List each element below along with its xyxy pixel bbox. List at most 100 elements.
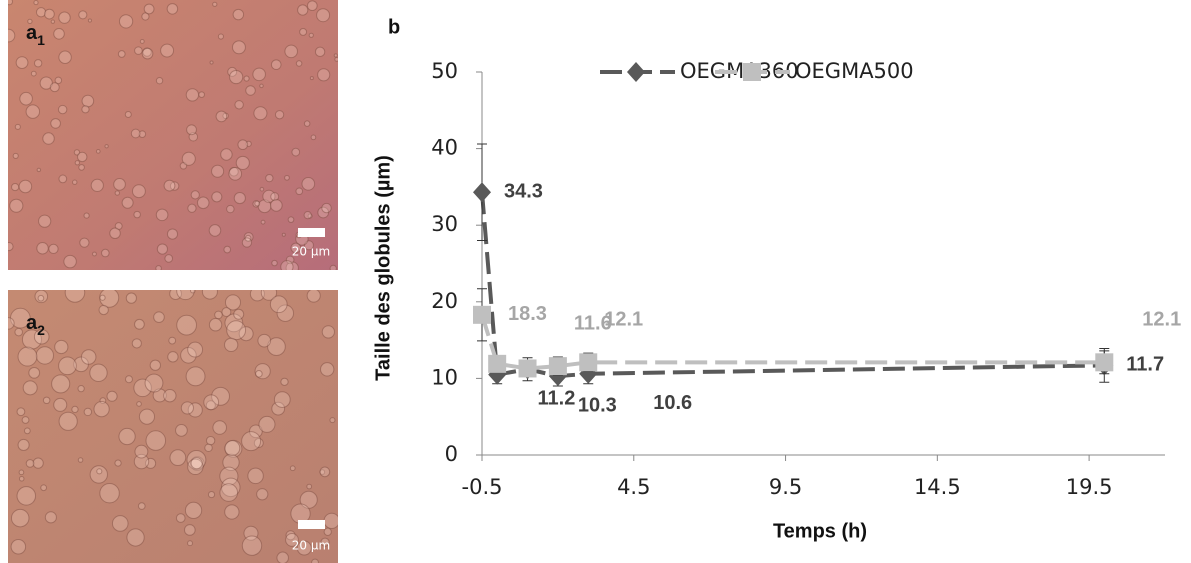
droplet bbox=[224, 439, 243, 458]
droplet bbox=[125, 375, 133, 384]
droplet bbox=[249, 424, 263, 439]
droplet bbox=[249, 290, 265, 302]
droplet bbox=[185, 88, 200, 102]
droplet bbox=[153, 311, 165, 323]
droplet bbox=[232, 8, 245, 21]
droplet bbox=[185, 366, 206, 387]
droplet bbox=[138, 130, 147, 139]
data-label: 34.3 bbox=[504, 181, 543, 203]
droplet bbox=[51, 374, 71, 394]
y-tick-label: 30 bbox=[431, 212, 458, 236]
droplet bbox=[164, 254, 174, 263]
y-tick-label: 10 bbox=[431, 365, 458, 389]
droplet bbox=[287, 216, 295, 223]
droplet bbox=[299, 27, 308, 36]
droplet bbox=[270, 199, 283, 212]
droplet bbox=[245, 85, 256, 96]
droplet bbox=[16, 486, 37, 506]
droplet bbox=[211, 386, 230, 406]
droplet bbox=[226, 204, 235, 214]
droplet bbox=[205, 400, 216, 411]
droplet bbox=[280, 377, 289, 386]
y-axis-title: Taille des globules (µm) bbox=[372, 155, 394, 381]
droplet bbox=[307, 213, 313, 219]
droplet bbox=[19, 91, 33, 106]
droplet bbox=[35, 7, 47, 18]
droplet bbox=[42, 132, 55, 145]
droplet bbox=[186, 124, 197, 136]
droplet bbox=[211, 191, 223, 203]
droplet bbox=[138, 408, 156, 425]
droplet bbox=[54, 339, 69, 355]
droplet bbox=[169, 290, 182, 300]
droplet bbox=[285, 530, 296, 541]
droplet bbox=[285, 532, 299, 547]
droplet bbox=[166, 228, 179, 240]
droplet bbox=[89, 363, 108, 382]
droplet bbox=[156, 243, 168, 255]
droplet bbox=[64, 290, 86, 303]
droplet bbox=[15, 56, 29, 69]
droplet bbox=[18, 179, 33, 194]
droplet bbox=[90, 178, 104, 192]
droplet bbox=[21, 416, 30, 424]
droplet bbox=[8, 241, 14, 252]
droplet bbox=[40, 484, 48, 492]
micrograph-bg bbox=[8, 290, 338, 563]
droplet bbox=[220, 477, 241, 498]
scale-label: 20 µm bbox=[292, 245, 330, 259]
droplet bbox=[95, 149, 101, 154]
droplet bbox=[36, 242, 49, 255]
legend-marker bbox=[627, 62, 645, 82]
x-tick-label: 19.5 bbox=[1066, 475, 1113, 499]
droplet bbox=[334, 56, 338, 62]
droplet bbox=[187, 203, 197, 213]
droplet bbox=[317, 68, 331, 82]
droplet bbox=[224, 313, 244, 333]
droplet bbox=[101, 248, 110, 258]
droplet bbox=[25, 459, 35, 468]
droplet bbox=[179, 162, 188, 170]
droplet bbox=[310, 134, 317, 141]
droplet bbox=[18, 475, 25, 482]
droplet bbox=[109, 227, 121, 240]
data-label: 18.3 bbox=[508, 303, 547, 325]
droplet bbox=[81, 94, 95, 108]
droplet bbox=[71, 405, 79, 414]
droplet bbox=[8, 28, 16, 43]
droplet bbox=[134, 46, 143, 55]
droplet bbox=[222, 112, 229, 120]
droplet bbox=[256, 488, 269, 501]
droplet bbox=[224, 440, 241, 457]
droplet bbox=[237, 139, 249, 151]
droplet bbox=[233, 192, 246, 205]
droplet bbox=[219, 466, 239, 486]
point bbox=[579, 353, 598, 372]
droplet bbox=[58, 356, 77, 376]
droplet bbox=[27, 18, 33, 25]
droplet bbox=[317, 206, 330, 219]
droplet bbox=[163, 389, 177, 403]
droplet bbox=[83, 212, 90, 219]
panel-letter: a bbox=[26, 22, 38, 44]
droplet bbox=[63, 254, 77, 269]
droplet bbox=[35, 346, 55, 365]
droplet bbox=[72, 179, 78, 185]
droplet bbox=[323, 527, 332, 536]
droplet bbox=[187, 458, 204, 476]
droplet bbox=[21, 329, 43, 350]
droplet bbox=[306, 483, 313, 490]
droplet bbox=[211, 164, 225, 178]
droplet bbox=[224, 294, 242, 311]
droplet bbox=[143, 3, 155, 15]
droplet bbox=[319, 466, 331, 478]
panel-a1: a1 20 µm bbox=[26, 22, 330, 258]
droplet bbox=[241, 431, 262, 452]
data-label: 10.3 bbox=[578, 394, 617, 416]
droplet bbox=[25, 104, 41, 119]
droplet bbox=[189, 290, 196, 294]
droplet bbox=[212, 420, 227, 435]
data-label: 11.6 bbox=[574, 312, 612, 334]
droplet bbox=[99, 482, 120, 504]
